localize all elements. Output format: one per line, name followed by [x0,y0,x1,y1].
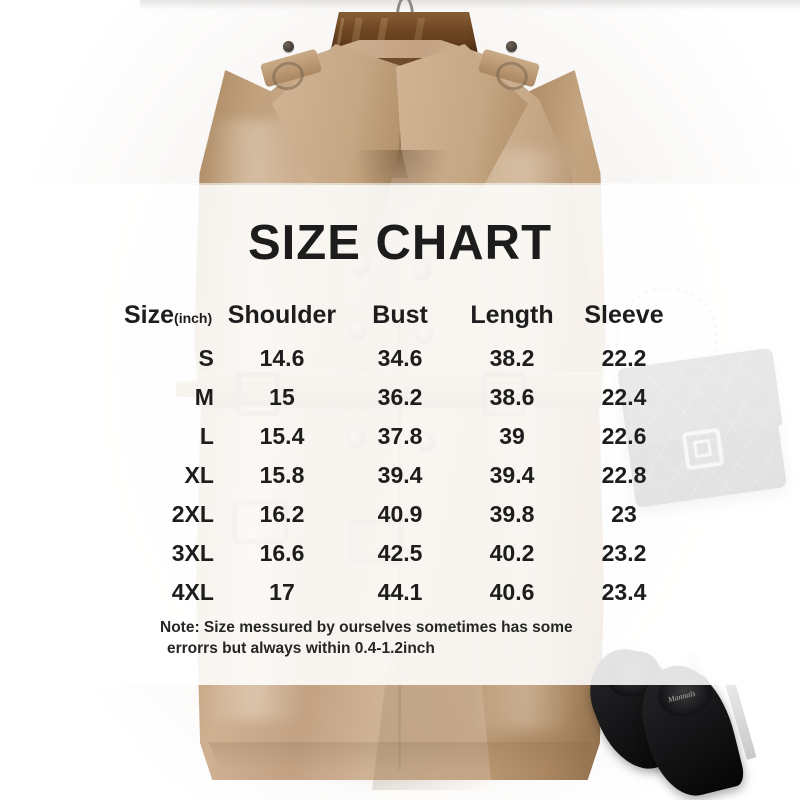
coat-hem-edge [208,742,592,780]
cell-shoulder: 15 [269,384,295,410]
cell-sleeve: 23.4 [601,579,647,605]
cell-shoulder: 16.2 [259,501,305,527]
cell-bust: 42.5 [377,540,423,566]
cell-bust: 39.4 [377,462,423,488]
cell-length: 40.2 [489,540,535,566]
cell-size: XL [184,462,214,488]
cell-bust: 37.8 [377,423,423,449]
note-line-1: Note: Size messured by ourselves sometim… [160,619,573,636]
column-header-length: Length [470,301,554,329]
cell-bust: 44.1 [377,579,423,605]
wall-edge [140,0,800,10]
table-row: 3XL 16.6 42.5 40.2 23.2 [120,534,680,573]
column-header-shoulder: Shoulder [227,301,337,329]
cell-shoulder: 16.6 [259,540,305,566]
cell-sleeve: 22.6 [601,423,647,449]
cell-bust: 36.2 [377,384,423,410]
cell-size: S [198,345,214,371]
size-table-body: S 14.6 34.6 38.2 22.2 M 15 36.2 38.6 22.… [120,339,680,612]
table-row: 4XL 17 44.1 40.6 23.4 [120,573,680,612]
table-row: L 15.4 37.8 39 22.6 [120,417,680,456]
column-header-size-label: Size [124,301,175,329]
note-line-2: errorrs but always within 0.4-1.2inch [167,640,435,657]
size-table: Size(inch) Shoulder Bust Length Sleeve S… [120,296,680,612]
page-title: SIZE CHART [248,216,552,270]
cell-length: 38.6 [489,384,535,410]
measurement-note: Note: Size messured by ourselves sometim… [160,617,650,659]
cell-size: 4XL [171,579,214,605]
cell-length: 39.8 [489,501,535,527]
cell-length: 39 [499,423,525,449]
table-row: M 15 36.2 38.6 22.4 [120,378,680,417]
table-header-row: Size(inch) Shoulder Bust Length Sleeve [120,296,680,339]
table-row: S 14.6 34.6 38.2 22.2 [120,339,680,378]
column-header-size-unit: (inch) [174,310,213,326]
cell-shoulder: 15.4 [259,423,305,449]
cell-length: 38.2 [489,345,535,371]
cell-size: L [199,423,214,449]
cell-size: 3XL [171,540,214,566]
cell-sleeve: 22.8 [601,462,647,488]
cell-sleeve: 23 [611,501,637,527]
cell-sleeve: 22.2 [601,345,647,371]
cell-length: 40.6 [489,579,535,605]
cell-shoulder: 15.8 [259,462,305,488]
cell-sleeve: 23.2 [601,540,647,566]
cell-size: M [194,384,214,410]
cell-bust: 34.6 [377,345,423,371]
column-header-size: Size(inch) [120,296,220,339]
column-header-bust: Bust [372,301,428,329]
epaulette-button-left [283,41,294,52]
column-header-sleeve: Sleeve [584,301,664,329]
cell-bust: 40.9 [377,501,423,527]
epaulette-button-right [506,41,517,52]
table-row: XL 15.8 39.4 39.4 22.8 [120,456,680,495]
cell-length: 39.4 [489,462,535,488]
table-row: 2XL 16.2 40.9 39.8 23 [120,495,680,534]
cell-shoulder: 14.6 [259,345,305,371]
cell-size: 2XL [171,501,214,527]
cell-shoulder: 17 [269,579,295,605]
cell-sleeve: 22.4 [601,384,647,410]
